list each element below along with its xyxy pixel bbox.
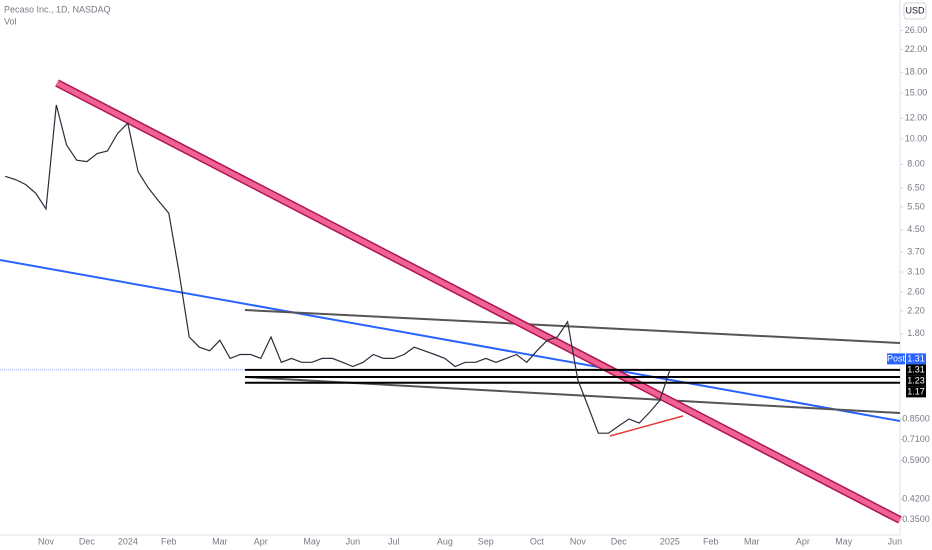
level-label-box — [906, 386, 926, 398]
y-tick-label: 0.4200 — [902, 493, 930, 503]
level-label: 1.23 — [906, 375, 926, 387]
y-tick-label: 3.10 — [907, 266, 925, 276]
x-tick-label: May — [303, 536, 321, 546]
level-label: 1.17 — [906, 386, 926, 398]
y-tick-label: 0.8500 — [902, 413, 930, 423]
x-tick-label: Aug — [437, 536, 453, 546]
y-tick-label: 2.20 — [907, 305, 925, 315]
chart-title: Pecaso Inc., 1D, NASDAQ — [4, 4, 111, 14]
currency: USD — [905, 5, 925, 15]
y-tick-label: 0.7100 — [902, 434, 930, 444]
level-label-box — [906, 375, 926, 387]
post-tag: Post — [887, 353, 906, 365]
post-tag-box — [887, 353, 905, 365]
y-tick-label: 4.50 — [907, 224, 925, 234]
level-label-box — [906, 364, 926, 376]
x-tick-label: Jun — [888, 536, 903, 546]
y-tick-label: 26.00 — [905, 25, 928, 35]
price-line — [4, 104, 671, 434]
y-tick-label: 22.00 — [905, 44, 928, 54]
x-tick-label: Mar — [744, 536, 760, 546]
channel-top — [244, 309, 901, 344]
x-tick-label: Jun — [346, 536, 361, 546]
y-tick-label: 18.00 — [905, 67, 928, 77]
x-tick-label: Oct — [530, 536, 545, 546]
level-label-text: 1.17 — [907, 386, 925, 396]
x-tick-label: May — [835, 536, 853, 546]
x-tick-label: Nov — [38, 536, 55, 546]
y-tick-label: 15.00 — [905, 87, 928, 97]
trend-band — [55, 80, 902, 523]
x-tick-label: Feb — [703, 536, 719, 546]
trend-line — [0, 259, 901, 422]
x-tick-label: Dec — [611, 536, 628, 546]
x-tick-label: Sep — [478, 536, 494, 546]
post-price-box — [906, 353, 926, 365]
post-price-text: 1.31 — [907, 353, 925, 363]
x-tick-label: Jul — [388, 536, 400, 546]
x-tick-label: Apr — [796, 536, 810, 546]
x-tick-label: 2025 — [660, 536, 680, 546]
x-tick-label: Dec — [79, 536, 96, 546]
volume-label: Vol — [4, 16, 17, 26]
y-tick-label: 6.50 — [907, 182, 925, 192]
y-tick-label: 1.80 — [907, 328, 925, 338]
y-tick-label: 2.60 — [907, 286, 925, 296]
y-tick-label: 5.50 — [907, 201, 925, 211]
level-label-text: 1.23 — [907, 375, 925, 385]
y-tick-label: 12.00 — [905, 113, 928, 123]
level-label-text: 1.31 — [907, 364, 925, 374]
x-tick-label: Mar — [212, 536, 228, 546]
support-line — [609, 415, 684, 437]
level-label: 1.31 — [906, 364, 926, 376]
post-tag-text: Post — [887, 353, 906, 363]
y-tick-label: 0.5900 — [902, 455, 930, 465]
y-tick-label: 10.00 — [905, 133, 928, 143]
x-tick-label: Feb — [161, 536, 177, 546]
currency-box[interactable] — [903, 2, 927, 20]
y-tick-label: 3.70 — [907, 246, 925, 256]
x-tick-label: 2024 — [118, 536, 138, 546]
y-tick-label: 0.3500 — [902, 514, 930, 524]
y-tick-label: 8.00 — [907, 159, 925, 169]
x-tick-label: Apr — [254, 536, 268, 546]
x-tick-label: Nov — [570, 536, 587, 546]
post-price: 1.31 — [906, 353, 926, 365]
